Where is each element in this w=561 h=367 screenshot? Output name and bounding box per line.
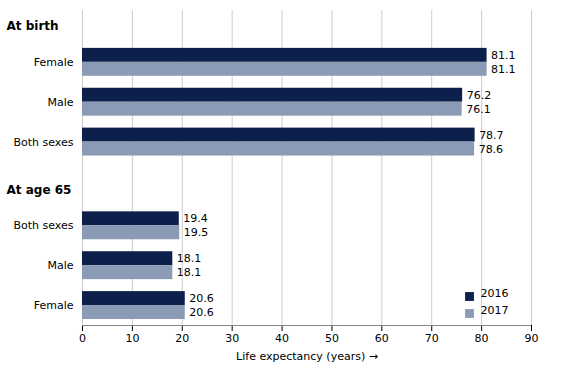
svg-text:10: 10 [125,332,139,345]
svg-text:78.7: 78.7 [479,129,504,142]
svg-text:Life expectancy (years) →: Life expectancy (years) → [236,350,378,363]
svg-text:70: 70 [425,332,439,345]
svg-text:Both sexes: Both sexes [13,136,73,149]
svg-text:50: 50 [325,332,339,345]
svg-text:90: 90 [525,332,539,345]
svg-text:20.6: 20.6 [189,306,214,319]
svg-text:76.1: 76.1 [466,103,491,116]
svg-text:Male: Male [47,259,73,272]
svg-text:80: 80 [475,332,489,345]
svg-text:19.5: 19.5 [184,226,209,239]
svg-text:18.1: 18.1 [177,252,202,265]
svg-text:At age 65: At age 65 [7,183,72,197]
svg-text:19.4: 19.4 [183,212,208,225]
svg-text:2017: 2017 [481,304,509,317]
svg-text:Female: Female [34,299,74,312]
svg-text:20: 20 [175,332,189,345]
svg-text:20.6: 20.6 [189,292,214,305]
svg-text:60: 60 [375,332,389,345]
svg-text:78.6: 78.6 [479,143,504,156]
svg-text:30: 30 [225,332,239,345]
svg-text:2016: 2016 [481,287,509,300]
svg-text:Female: Female [34,56,74,69]
svg-text:81.1: 81.1 [491,63,516,76]
svg-text:76.2: 76.2 [467,89,492,102]
svg-text:40: 40 [275,332,289,345]
svg-text:81.1: 81.1 [491,49,516,62]
svg-text:Both sexes: Both sexes [13,219,73,232]
svg-text:At birth: At birth [7,19,59,33]
svg-text:18.1: 18.1 [177,266,202,279]
svg-text:Male: Male [47,96,73,109]
svg-text:0: 0 [79,332,86,345]
